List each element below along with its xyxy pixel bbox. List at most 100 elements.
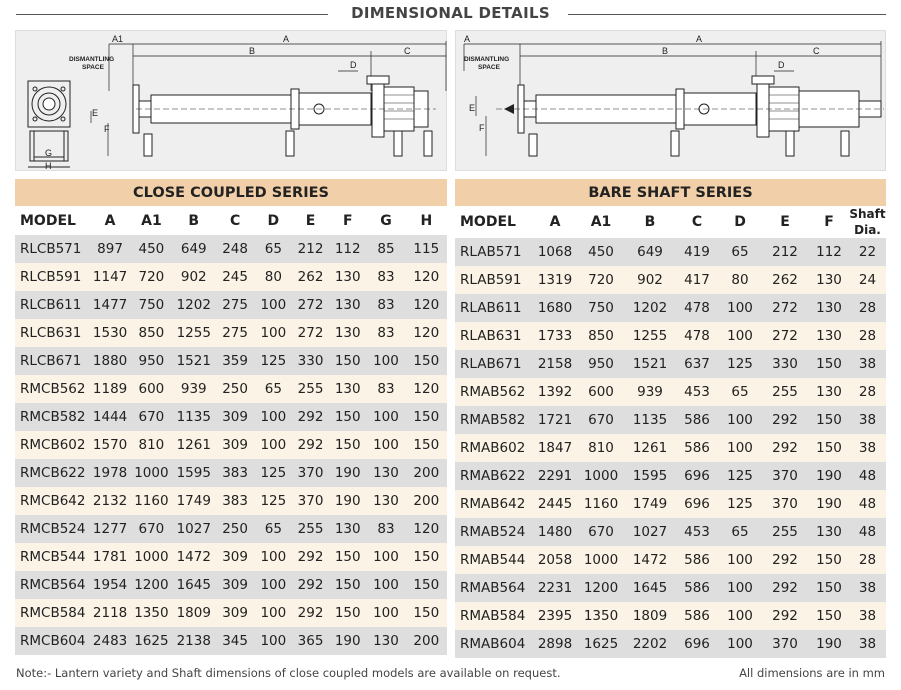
value-cell: 1200: [131, 571, 172, 599]
dim-b-label: B: [249, 46, 255, 56]
value-cell: 150: [406, 543, 447, 571]
value-cell: 130: [329, 375, 366, 403]
value-cell: 950: [131, 347, 172, 375]
value-cell: 250: [215, 515, 254, 543]
value-cell: 28: [849, 378, 886, 406]
value-cell: 272: [292, 291, 329, 319]
model-cell: RMAB584: [455, 602, 533, 630]
value-cell: 100: [255, 627, 292, 655]
value-cell: 150: [329, 571, 366, 599]
value-cell: 130: [329, 319, 366, 347]
dim-d-label-right: D: [778, 60, 785, 70]
value-cell: 200: [406, 487, 447, 515]
value-cell: 112: [329, 235, 366, 263]
value-cell: 637: [675, 350, 719, 378]
value-cell: 939: [625, 378, 675, 406]
value-cell: 292: [761, 546, 809, 574]
value-cell: 125: [719, 490, 761, 518]
value-cell: 190: [809, 490, 849, 518]
value-cell: 130: [329, 515, 366, 543]
close-coupled-diagram: G H A1 A B C D E F DISMANTLING SPACE: [15, 30, 447, 171]
model-cell: RMCB642: [15, 487, 89, 515]
value-cell: 115: [406, 235, 447, 263]
dismantling-label-right-2: SPACE: [478, 64, 501, 71]
value-cell: 65: [255, 515, 292, 543]
bare_shaft-col-shaft-dia: Shaft Dia.: [849, 206, 886, 238]
value-cell: 670: [131, 515, 172, 543]
value-cell: 100: [255, 571, 292, 599]
value-cell: 190: [809, 630, 849, 658]
value-cell: 1392: [533, 378, 577, 406]
value-cell: 330: [292, 347, 329, 375]
bare_shaft-col-f: F: [809, 206, 849, 238]
dim-a1-label: A1: [112, 34, 123, 44]
value-cell: 850: [131, 319, 172, 347]
model-cell: RLAB591: [455, 266, 533, 294]
model-cell: RLCB631: [15, 319, 89, 347]
value-cell: 586: [675, 574, 719, 602]
value-cell: 100: [366, 347, 405, 375]
value-cell: 670: [577, 518, 625, 546]
value-cell: 100: [255, 431, 292, 459]
dismantling-label-2: SPACE: [82, 64, 105, 71]
value-cell: 1189: [89, 375, 130, 403]
value-cell: 1680: [533, 294, 577, 322]
value-cell: 83: [366, 515, 405, 543]
value-cell: 1000: [131, 459, 172, 487]
value-cell: 1261: [172, 431, 215, 459]
value-cell: 586: [675, 434, 719, 462]
bare_shaft-col-a: A: [533, 206, 577, 238]
value-cell: 1809: [172, 599, 215, 627]
model-cell: RLAB671: [455, 350, 533, 378]
value-cell: 649: [172, 235, 215, 263]
table-row: RMCB582 1444 670 1135 309 100 292 150 100 150: [15, 403, 447, 431]
value-cell: 130: [809, 266, 849, 294]
model-cell: RMCB544: [15, 543, 89, 571]
model-cell: RLAB631: [455, 322, 533, 350]
value-cell: 600: [577, 378, 625, 406]
value-cell: 100: [366, 543, 405, 571]
value-cell: 130: [329, 291, 366, 319]
table-row: RLCB591 1147 720 902 245 80 262 130 83 120: [15, 263, 447, 291]
model-cell: RMCB622: [15, 459, 89, 487]
dismantling-label-right-1: DISMANTLING: [464, 56, 509, 63]
bare-shaft-diagram: A A B C D E F DISMANTLING SPACE: [455, 30, 886, 171]
model-cell: RMAB564: [455, 574, 533, 602]
dim-a-label: A: [283, 34, 289, 44]
value-cell: 83: [366, 375, 405, 403]
table-row: RMCB584 2118 1350 1809 309 100 292 150 100 150: [15, 599, 447, 627]
value-cell: 150: [809, 546, 849, 574]
value-cell: 48: [849, 518, 886, 546]
value-cell: 255: [761, 378, 809, 406]
value-cell: 2138: [172, 627, 215, 655]
value-cell: 28: [849, 294, 886, 322]
value-cell: 83: [366, 319, 405, 347]
model-cell: RLAB571: [455, 238, 533, 266]
value-cell: 1749: [625, 490, 675, 518]
value-cell: 100: [366, 599, 405, 627]
value-cell: 150: [329, 431, 366, 459]
close_coupled-col-f: F: [329, 206, 366, 235]
value-cell: 1645: [625, 574, 675, 602]
value-cell: 2395: [533, 602, 577, 630]
dim-a-top-label-right: A: [696, 34, 702, 44]
value-cell: 190: [809, 462, 849, 490]
model-cell: RMAB642: [455, 490, 533, 518]
close-coupled-drawing: G H A1 A B C D E F DISMANTLING SPACE: [16, 31, 448, 172]
value-cell: 292: [292, 543, 329, 571]
value-cell: 150: [809, 434, 849, 462]
value-cell: 1954: [89, 571, 130, 599]
value-cell: 1480: [533, 518, 577, 546]
value-cell: 100: [366, 431, 405, 459]
value-cell: 383: [215, 459, 254, 487]
value-cell: 125: [255, 347, 292, 375]
value-cell: 100: [366, 571, 405, 599]
value-cell: 120: [406, 515, 447, 543]
value-cell: 1721: [533, 406, 577, 434]
table-row: RMCB544 1781 1000 1472 309 100 292 150 100 150: [15, 543, 447, 571]
table-row: RMAB584 2395 1350 1809 586 100 292 150 38: [455, 602, 886, 630]
value-cell: 212: [292, 235, 329, 263]
value-cell: 370: [761, 630, 809, 658]
value-cell: 38: [849, 350, 886, 378]
table-row: RMAB622 2291 1000 1595 696 125 370 190 48: [455, 462, 886, 490]
